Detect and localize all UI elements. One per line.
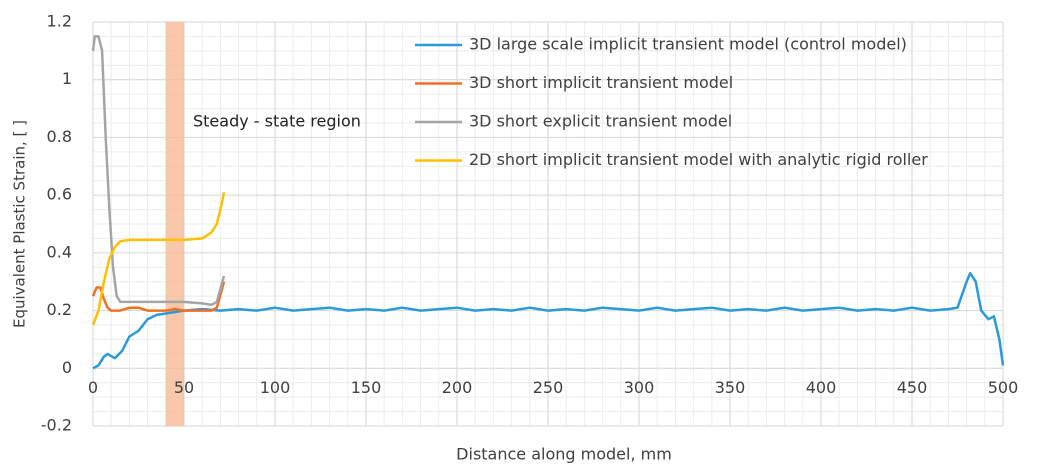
x-tick-label: 50 [174, 378, 194, 397]
x-tick-label: 450 [897, 378, 928, 397]
legend-label: 3D large scale implicit transient model … [469, 35, 907, 54]
y-tick-label: -0.2 [41, 416, 72, 435]
x-tick-label: 0 [88, 378, 98, 397]
y-tick-label: 0.4 [47, 242, 72, 261]
x-axis-label: Distance along model, mm [456, 445, 672, 464]
x-tick-label: 400 [806, 378, 837, 397]
series-line [91, 35, 226, 307]
y-axis-label: Equivalent Plastic Strain, [ ] [11, 120, 29, 328]
y-tick-label: 0 [62, 358, 72, 377]
y-tick-label: 0.2 [47, 300, 72, 319]
series-line [92, 271, 1005, 370]
y-tick-label: 0.8 [47, 127, 72, 146]
legend-label: 3D short implicit transient model [469, 73, 733, 92]
legend-label: 2D short implicit transient model with a… [469, 150, 928, 169]
highlight-label: Steady - state region [193, 112, 361, 131]
series-line [91, 281, 226, 312]
x-tick-label: 350 [715, 378, 746, 397]
x-tick-label: 300 [624, 378, 655, 397]
y-tick-label: 1.2 [47, 12, 72, 31]
x-tick-label: 200 [442, 378, 473, 397]
x-tick-label: 250 [533, 378, 564, 397]
x-tick-label: 100 [260, 378, 291, 397]
x-tick-label: 500 [988, 378, 1019, 397]
highlight-region [165, 22, 184, 426]
x-tick-label: 150 [351, 378, 382, 397]
series-line [91, 192, 226, 326]
legend-label: 3D short explicit transient model [469, 112, 732, 131]
y-tick-label: 1 [62, 69, 72, 88]
y-tick-label: 0.6 [47, 185, 72, 204]
